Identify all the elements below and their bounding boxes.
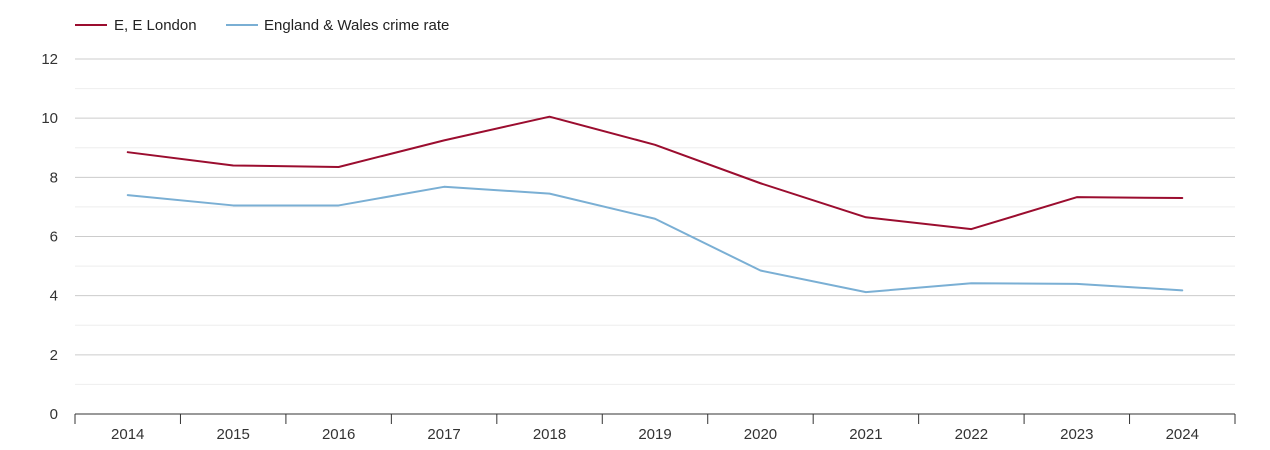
x-tick-label: 2022 — [955, 426, 988, 443]
data-point-england-wales[interactable] — [862, 288, 870, 296]
x-tick-label: 2021 — [849, 426, 882, 443]
data-point-e-london[interactable] — [862, 213, 870, 221]
y-tick-label: 2 — [50, 347, 58, 364]
y-tick-label: 10 — [41, 110, 58, 127]
legend-item-e-london[interactable]: E, E London — [75, 17, 197, 34]
x-tick-label: 2020 — [744, 426, 777, 443]
series-lines — [124, 113, 1186, 296]
data-point-e-london[interactable] — [1073, 193, 1081, 201]
y-tick-label: 8 — [50, 169, 58, 186]
y-tick-label: 12 — [41, 51, 58, 68]
y-axis: 0 2 4 6 8 10 12 — [41, 51, 58, 423]
x-tick-label: 2014 — [111, 426, 144, 443]
data-point-england-wales[interactable] — [335, 201, 343, 209]
series-line-england-wales[interactable] — [126, 185, 1184, 294]
y-tick-label: 0 — [50, 406, 58, 423]
data-point-england-wales[interactable] — [124, 191, 132, 199]
data-point-e-london[interactable] — [651, 141, 659, 149]
x-tick-label: 2017 — [427, 426, 460, 443]
series-line-e-london[interactable] — [126, 115, 1184, 231]
data-point-e-london[interactable] — [124, 148, 132, 156]
data-point-e-london[interactable] — [440, 136, 448, 144]
data-point-england-wales[interactable] — [546, 190, 554, 198]
data-point-england-wales[interactable] — [756, 267, 764, 275]
data-point-e-london[interactable] — [229, 162, 237, 170]
x-tick-label: 2016 — [322, 426, 355, 443]
data-point-e-london[interactable] — [546, 113, 554, 121]
legend-label-england-wales: England & Wales crime rate — [264, 17, 449, 34]
x-tick-label: 2018 — [533, 426, 566, 443]
data-point-england-wales[interactable] — [651, 215, 659, 223]
data-point-e-london[interactable] — [967, 225, 975, 233]
legend: E, E London England & Wales crime rate — [75, 17, 449, 34]
data-point-england-wales[interactable] — [1073, 280, 1081, 288]
x-axis: 2014 2015 2016 2017 2018 2019 2020 2021 2022 2023… — [74, 413, 1236, 443]
data-point-england-wales[interactable] — [967, 279, 975, 287]
data-point-england-wales[interactable] — [440, 183, 448, 191]
data-point-e-london[interactable] — [335, 163, 343, 171]
data-point-england-wales[interactable] — [1178, 286, 1186, 294]
legend-item-england-wales[interactable]: England & Wales crime rate — [226, 17, 449, 34]
y-tick-label: 6 — [50, 229, 58, 246]
data-point-e-london[interactable] — [1178, 194, 1186, 202]
legend-label-e-london: E, E London — [114, 17, 197, 34]
x-tick-label: 2023 — [1060, 426, 1093, 443]
grid-lines — [75, 58, 1235, 385]
x-tick-label: 2019 — [638, 426, 671, 443]
y-tick-label: 4 — [50, 288, 58, 305]
data-point-e-london[interactable] — [756, 179, 764, 187]
x-tick-label: 2024 — [1166, 426, 1199, 443]
x-tick-label: 2015 — [216, 426, 249, 443]
data-point-england-wales[interactable] — [229, 201, 237, 209]
